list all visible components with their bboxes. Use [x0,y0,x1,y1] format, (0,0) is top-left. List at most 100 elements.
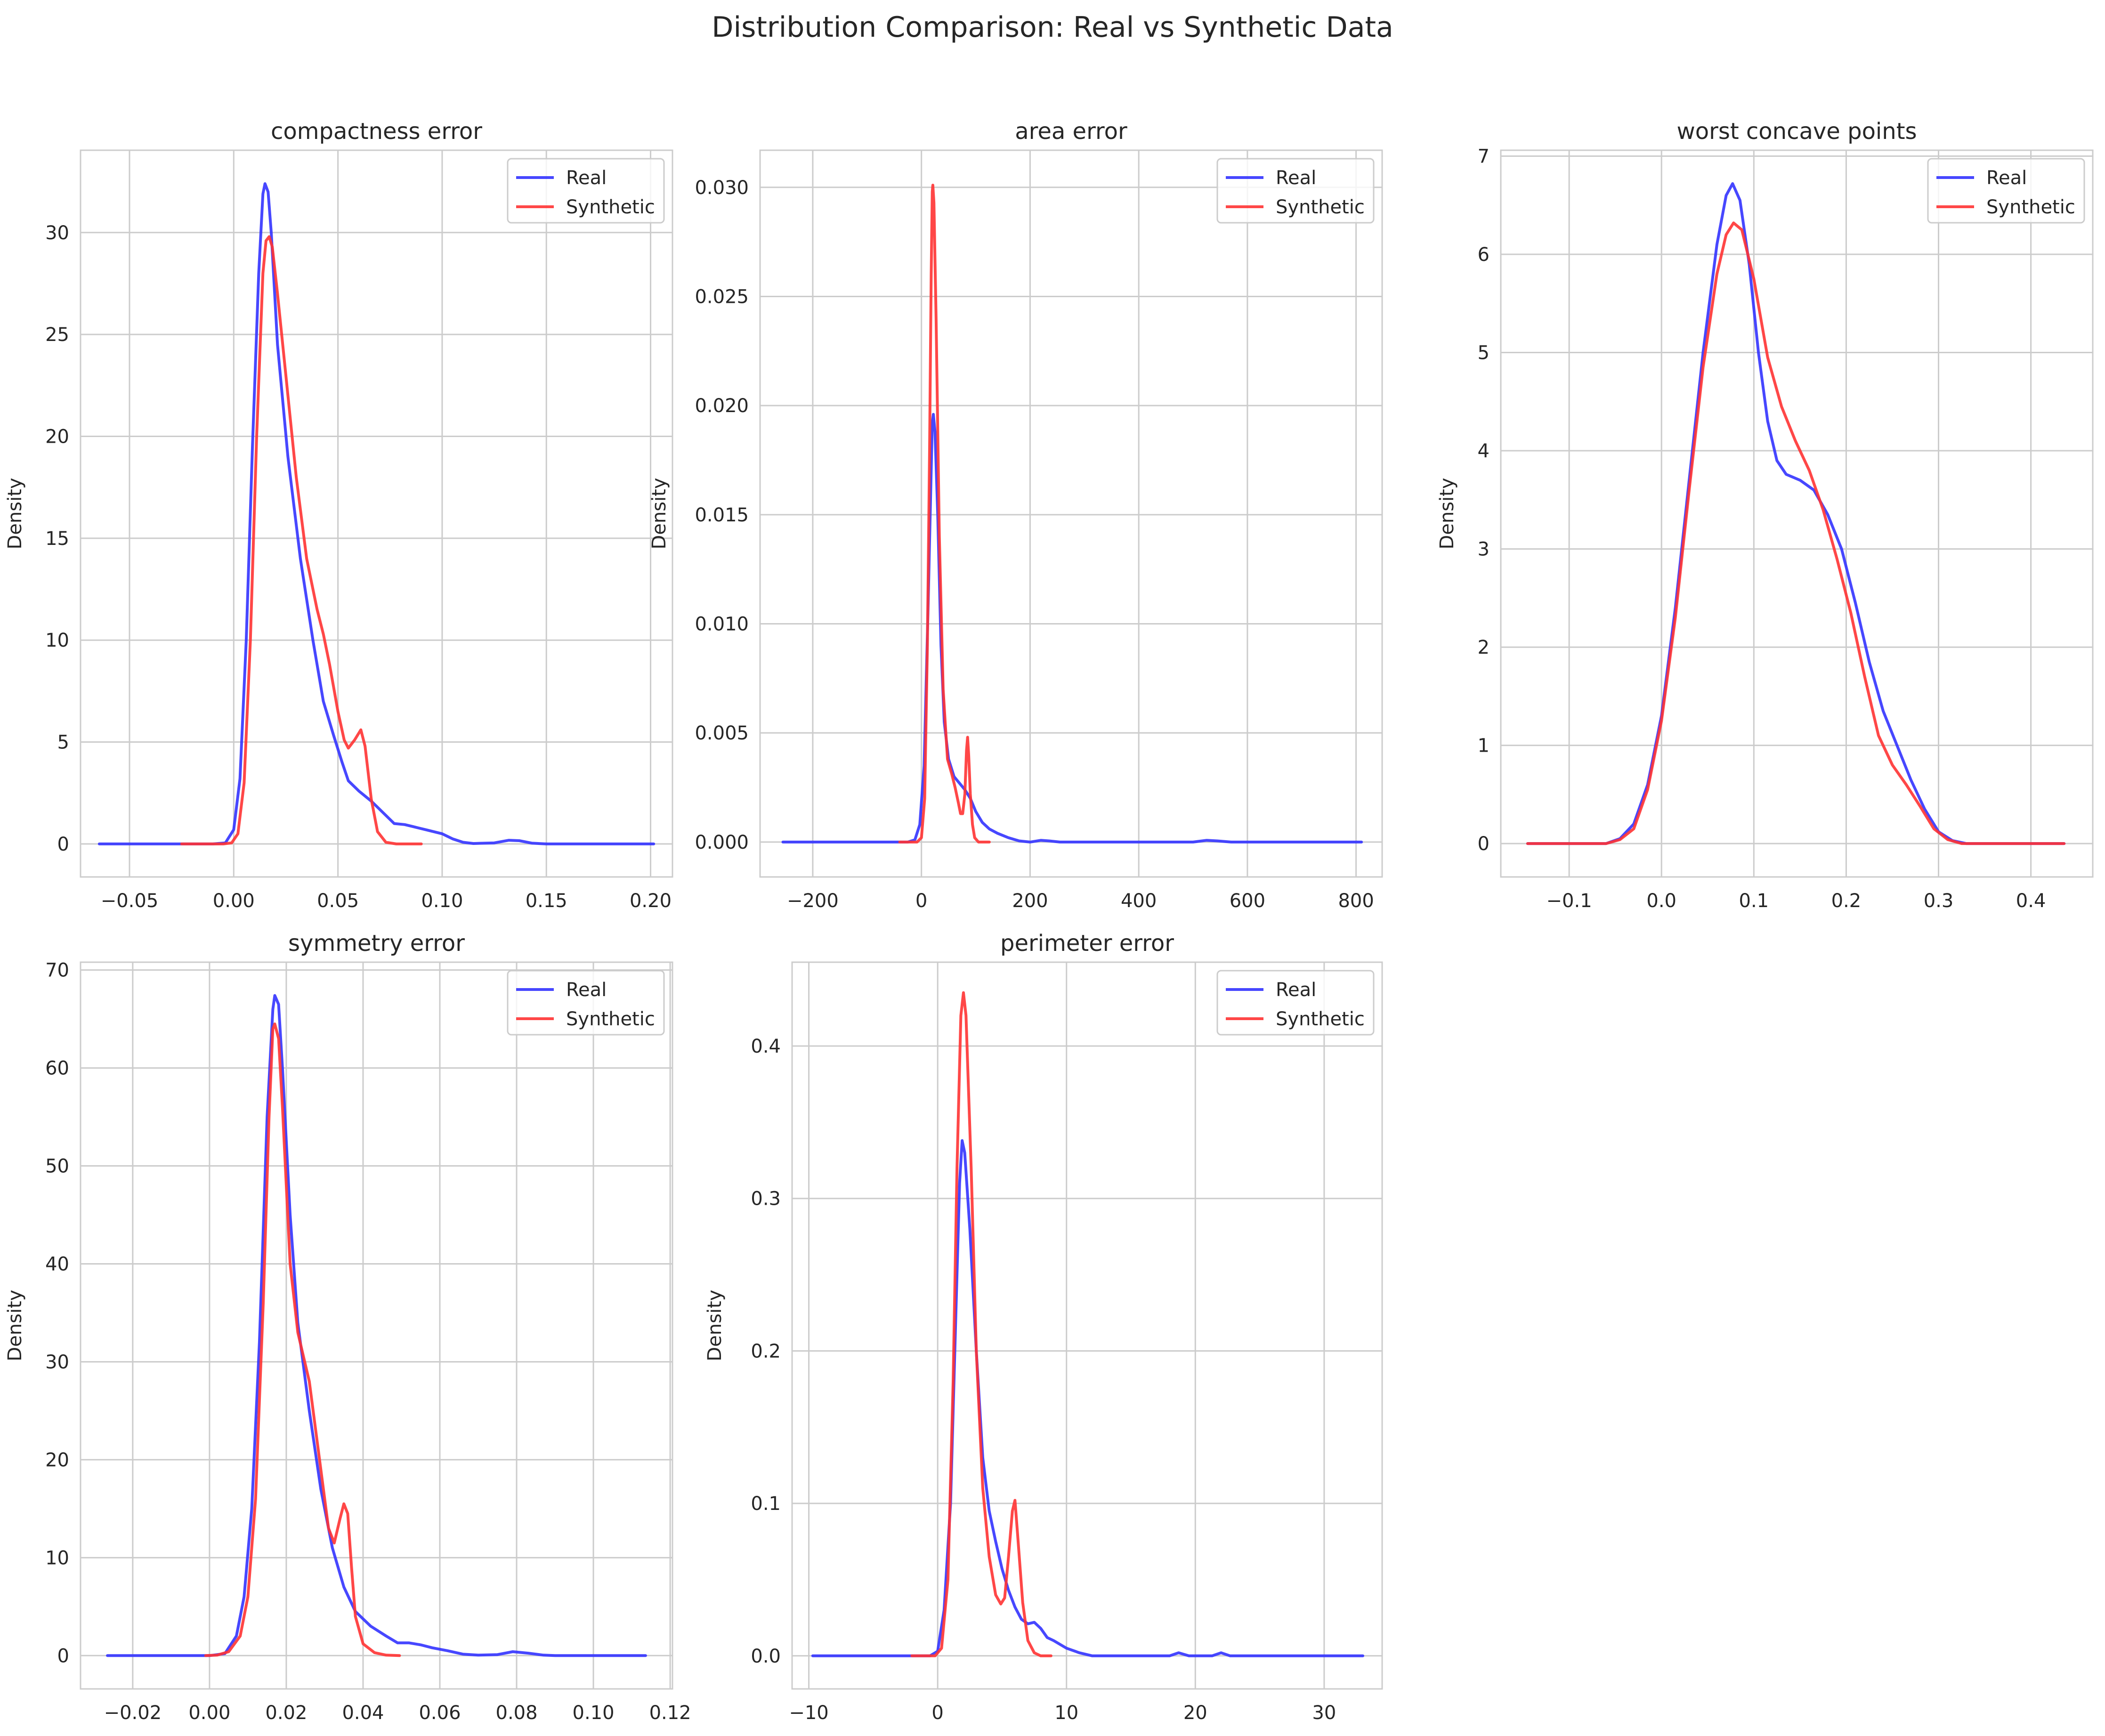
y-tick-label: 0.020 [695,395,749,417]
figure-title: Distribution Comparison: Real vs Synthet… [712,11,1393,44]
x-tick-label: 20 [1183,1702,1207,1724]
legend-label-synthetic: Synthetic [566,1008,655,1030]
subplot-area-error: −200 0 200 400 600 800 0.000 0.005 0.010 0.015 0.0… [648,118,1383,912]
y-tick-label: 0.025 [695,286,749,308]
y-tick-label: 0 [1478,833,1490,855]
y-tick-label: 0.015 [695,504,749,526]
y-tick-label: 0.005 [695,722,749,744]
y-tick-label: 0 [57,1645,69,1667]
x-tick-label: −200 [787,890,839,912]
y-tick-label: 4 [1478,440,1490,462]
y-tick-label: 6 [1478,244,1490,266]
y-tick-label: 2 [1478,637,1490,658]
x-tick-label: 0.08 [496,1702,538,1724]
x-tick-label: −0.1 [1546,890,1592,912]
legend: Real Synthetic [1216,970,1375,1036]
x-tick-label: −0.02 [104,1702,162,1724]
y-tick-label: 20 [45,1449,69,1471]
series-line-real [97,182,656,845]
y-axis-label: Density [4,1290,26,1361]
subplot-worst-concave-points: −0.1 0.0 0.1 0.2 0.3 0.4 0 1 2 3 4 5 6 7 worst concave… [1436,118,2094,912]
y-tick-label: 1 [1478,735,1490,757]
x-tick-label: 0.00 [213,890,255,912]
subplot-symmetry-error: −0.02 0.00 0.02 0.04 0.06 0.08 0.10 0.12 0 10 20 30… [4,930,691,1724]
legend: Real Synthetic [507,158,665,224]
series-line-synthetic [180,235,423,845]
x-tick-label: 800 [1338,890,1374,912]
x-tick-label: 0.00 [188,1702,230,1724]
y-tick-label: 30 [45,1351,69,1373]
legend-label-real: Real [1986,167,2027,189]
x-tick-label: 10 [1054,1702,1078,1724]
subplot-perimeter-error: −10 0 10 20 30 0.0 0.1 0.2 0.3 0.4 perimeter error… [704,930,1383,1724]
series-line-synthetic [898,184,991,844]
legend-label-real: Real [1276,167,1316,189]
x-tick-label: 0.20 [630,890,672,912]
x-tick-label: 0.10 [421,890,463,912]
subplot-title: area error [1015,118,1127,145]
series-line-real [811,1139,1364,1657]
legend-label-real: Real [566,979,607,1001]
subplot-title: compactness error [271,118,482,145]
y-tick-label: 0 [57,834,69,855]
y-tick-label: 0.1 [751,1493,781,1515]
x-tick-label: −0.05 [101,890,159,912]
y-axis-label: Density [648,478,670,549]
y-tick-label: 20 [45,426,69,448]
y-tick-label: 0.0 [751,1646,781,1667]
y-tick-label: 10 [45,1547,69,1569]
legend-label-synthetic: Synthetic [566,196,655,218]
legend: Real Synthetic [507,970,665,1036]
subplot-compactness-error: −0.05 0.00 0.05 0.10 0.15 0.20 0 5 10 15 20 25 30 com… [4,118,673,912]
x-tick-label: 400 [1121,890,1157,912]
series-line-synthetic [910,991,1052,1657]
y-tick-label: 30 [45,222,69,244]
legend-label-real: Real [1276,979,1316,1001]
y-tick-label: 70 [45,960,69,982]
y-tick-label: 0.2 [751,1340,781,1362]
y-tick-label: 5 [1478,342,1490,364]
x-tick-label: 0.4 [2016,890,2046,912]
legend-label-synthetic: Synthetic [1986,196,2075,218]
y-tick-label: 50 [45,1156,69,1177]
x-tick-label: 0.10 [573,1702,615,1724]
x-tick-label: 0.04 [342,1702,384,1724]
x-tick-label: 200 [1012,890,1048,912]
x-tick-label: 0 [931,1702,943,1724]
x-tick-label: 0.06 [419,1702,461,1724]
legend-label-synthetic: Synthetic [1276,1008,1365,1030]
axes-frame [791,961,1383,1690]
x-tick-label: 0.3 [1924,890,1954,912]
x-tick-label: 0.02 [265,1702,307,1724]
x-tick-label: −10 [789,1702,828,1724]
x-tick-label: 30 [1312,1702,1336,1724]
series-line-synthetic [204,1022,401,1657]
y-tick-label: 0.4 [751,1036,781,1057]
x-tick-label: 0.05 [317,890,359,912]
subplot-title: worst concave points [1676,118,1917,145]
x-tick-label: 600 [1230,890,1265,912]
x-tick-label: 0.12 [649,1702,691,1724]
series-line-synthetic [1526,221,2066,845]
axes-frame [1500,149,2094,878]
subplot-title: symmetry error [288,930,465,957]
legend-label-synthetic: Synthetic [1276,196,1365,218]
y-tick-label: 0.000 [695,832,749,853]
subplot-title: perimeter error [1000,930,1174,957]
legend: Real Synthetic [1927,158,2085,224]
legend: Real Synthetic [1216,158,1375,224]
axes-frame [80,961,673,1690]
x-tick-label: 0 [915,890,927,912]
y-tick-label: 15 [45,528,69,550]
x-tick-label: 0.0 [1646,890,1676,912]
y-tick-label: 0.010 [695,613,749,635]
axes-frame [80,149,673,878]
y-tick-label: 0.3 [751,1188,781,1210]
x-tick-label: 0.15 [526,890,567,912]
y-tick-label: 60 [45,1058,69,1079]
axes-frame [759,149,1383,878]
x-tick-label: 0.1 [1739,890,1769,912]
y-tick-label: 3 [1478,539,1490,560]
